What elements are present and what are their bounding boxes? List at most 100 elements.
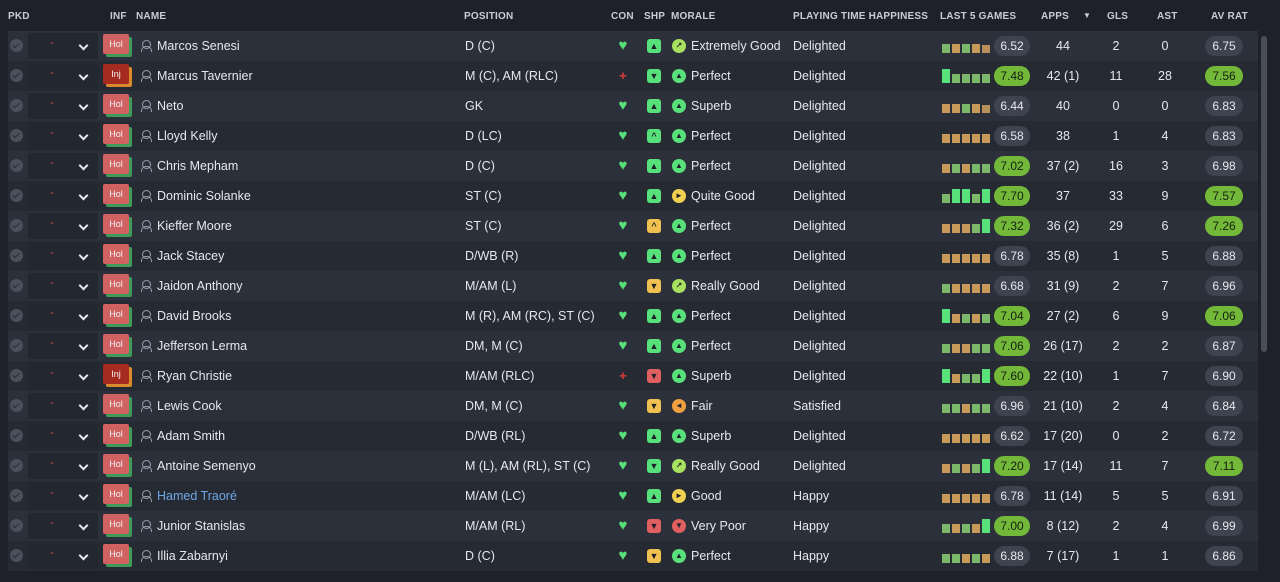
pick-check-icon[interactable] (10, 159, 23, 172)
player-name[interactable]: Chris Mepham (157, 159, 239, 173)
table-row[interactable]: - Hol Dominic Solanke ST (C) ♥ ▲ ► Quite Good De… (8, 181, 1258, 211)
pick-dropdown[interactable] (28, 303, 98, 329)
pick-check-icon[interactable] (10, 519, 23, 532)
player-name[interactable]: Neto (157, 99, 184, 113)
pick-check-icon[interactable] (10, 219, 23, 232)
info-badge[interactable]: Inj (103, 364, 129, 384)
info-badge[interactable]: Hol (103, 514, 129, 534)
pick-dropdown[interactable] (28, 93, 98, 119)
col-header-morale[interactable]: MORALE (671, 11, 716, 22)
player-name[interactable]: Hamed Traoré (157, 489, 237, 503)
player-name[interactable]: Marcus Tavernier (157, 69, 253, 83)
player-name[interactable]: Lloyd Kelly (157, 129, 218, 143)
player-name[interactable]: Kieffer Moore (157, 219, 232, 233)
col-header-name[interactable]: NAME (136, 11, 167, 22)
player-name[interactable]: Illia Zabarnyi (157, 549, 228, 563)
pick-dropdown[interactable] (28, 483, 98, 509)
pick-dropdown[interactable] (28, 543, 98, 569)
col-header-playing-time-happiness[interactable]: PLAYING TIME HAPPINESS (793, 11, 929, 22)
pick-dropdown[interactable] (28, 63, 98, 89)
info-badge[interactable]: Hol (103, 34, 129, 54)
player-name[interactable]: Marcos Senesi (157, 39, 240, 53)
pick-dropdown[interactable] (28, 33, 98, 59)
table-row[interactable]: - Inj Marcus Tavernier M (C), AM (RLC) ✚ ▼ ▲ Pe… (8, 61, 1258, 91)
pick-check-icon[interactable] (10, 549, 23, 562)
pick-check-icon[interactable] (10, 69, 23, 82)
info-badge[interactable]: Hol (103, 304, 129, 324)
pick-dropdown[interactable] (28, 363, 98, 389)
player-name[interactable]: David Brooks (157, 309, 232, 323)
pick-check-icon[interactable] (10, 339, 23, 352)
pick-dropdown[interactable] (28, 183, 98, 209)
pick-check-icon[interactable] (10, 489, 23, 502)
sort-desc-icon[interactable]: ▼ (1083, 11, 1092, 20)
pick-check-icon[interactable] (10, 99, 23, 112)
info-badge[interactable]: Hol (103, 124, 129, 144)
player-name[interactable]: Antoine Semenyo (157, 459, 256, 473)
pick-check-icon[interactable] (10, 399, 23, 412)
player-name[interactable]: Junior Stanislas (157, 519, 246, 533)
player-name[interactable]: Jack Stacey (157, 249, 225, 263)
pick-dropdown[interactable] (28, 273, 98, 299)
info-badge[interactable]: Hol (103, 334, 129, 354)
table-row[interactable]: - Inj Ryan Christie M/AM (RLC) ✚ ▼ ▲ Superb Deli… (8, 361, 1258, 391)
table-row[interactable]: - Hol Antoine Semenyo M (L), AM (RL), ST (C… (8, 451, 1258, 481)
col-header-con[interactable]: CON (611, 11, 634, 22)
col-header-gls[interactable]: GLS (1107, 11, 1129, 22)
info-badge[interactable]: Hol (103, 244, 129, 264)
col-header-last-5-games[interactable]: LAST 5 GAMES (940, 11, 1017, 22)
col-header-av-rat[interactable]: AV RAT (1211, 11, 1248, 22)
pick-check-icon[interactable] (10, 279, 23, 292)
info-badge[interactable]: Hol (103, 214, 129, 234)
table-row[interactable]: - Hol Hamed Traoré M/AM (LC) ♥ ▲ ► Good Happy 6.7… (8, 481, 1258, 511)
col-header-ast[interactable]: AST (1157, 11, 1178, 22)
table-row[interactable]: - Hol Marcos Senesi D (C) ♥ ▲ ↗ Extremely Good D… (8, 31, 1258, 61)
info-badge[interactable]: Hol (103, 154, 129, 174)
table-row[interactable]: - Hol Adam Smith D/WB (RL) ♥ ▲ ▲ Superb Delighte… (8, 421, 1258, 451)
table-row[interactable]: - Hol Junior Stanislas M/AM (RL) ♥ ▼ ▼ Very Poo… (8, 511, 1258, 541)
info-badge[interactable]: Hol (103, 184, 129, 204)
pick-check-icon[interactable] (10, 309, 23, 322)
info-badge[interactable]: Hol (103, 274, 129, 294)
info-badge[interactable]: Hol (103, 394, 129, 414)
table-row[interactable]: - Hol Neto GK ♥ ▲ ▲ Superb Delighted 6.44 40 0 0 6.83 (8, 91, 1258, 121)
info-badge[interactable]: Hol (103, 424, 129, 444)
col-header-pkd[interactable]: PKD (8, 11, 30, 22)
table-row[interactable]: - Hol Lloyd Kelly D (LC) ♥ ^ ▲ Perfect Delighted… (8, 121, 1258, 151)
pick-dropdown[interactable] (28, 393, 98, 419)
pick-check-icon[interactable] (10, 249, 23, 262)
pick-check-icon[interactable] (10, 429, 23, 442)
player-name[interactable]: Adam Smith (157, 429, 226, 443)
pick-dropdown[interactable] (28, 243, 98, 269)
pick-check-icon[interactable] (10, 39, 23, 52)
col-header-shp[interactable]: SHP (644, 11, 666, 22)
table-row[interactable]: - Hol Kieffer Moore ST (C) ♥ ^ ▲ Perfect Delight… (8, 211, 1258, 241)
pick-dropdown[interactable] (28, 513, 98, 539)
player-name[interactable]: Ryan Christie (157, 369, 233, 383)
player-name[interactable]: Jaidon Anthony (157, 279, 243, 293)
player-name[interactable]: Jefferson Lerma (157, 339, 248, 353)
col-header-apps[interactable]: APPS (1041, 11, 1070, 22)
pick-check-icon[interactable] (10, 459, 23, 472)
vertical-scrollbar[interactable] (1261, 36, 1267, 352)
table-row[interactable]: - Hol Chris Mepham D (C) ♥ ▲ ▲ Perfect Delighted… (8, 151, 1258, 181)
pick-dropdown[interactable] (28, 333, 98, 359)
pick-check-icon[interactable] (10, 369, 23, 382)
pick-dropdown[interactable] (28, 213, 98, 239)
table-row[interactable]: - Hol Jefferson Lerma DM, M (C) ♥ ▲ ▲ Perfect De… (8, 331, 1258, 361)
info-badge[interactable]: Inj (103, 64, 129, 84)
pick-dropdown[interactable] (28, 123, 98, 149)
info-badge[interactable]: Hol (103, 484, 129, 504)
table-row[interactable]: - Hol Jack Stacey D/WB (R) ♥ ▲ ▲ Perfect Delight… (8, 241, 1258, 271)
table-row[interactable]: - Hol David Brooks M (R), AM (RC), ST (C) ♥ ▲… (8, 301, 1258, 331)
table-row[interactable]: - Hol Lewis Cook DM, M (C) ♥ ▼ ◄ Fair Satisfied 6… (8, 391, 1258, 421)
pick-check-icon[interactable] (10, 129, 23, 142)
col-header-position[interactable]: POSITION (464, 11, 514, 22)
player-name[interactable]: Dominic Solanke (157, 189, 251, 203)
info-badge[interactable]: Hol (103, 94, 129, 114)
info-badge[interactable]: Hol (103, 544, 129, 564)
pick-dropdown[interactable] (28, 453, 98, 479)
player-name[interactable]: Lewis Cook (157, 399, 222, 413)
pick-check-icon[interactable] (10, 189, 23, 202)
table-row[interactable]: - Hol Illia Zabarnyi D (C) ♥ ▼ ▲ Perfect Happy 6.… (8, 541, 1258, 571)
